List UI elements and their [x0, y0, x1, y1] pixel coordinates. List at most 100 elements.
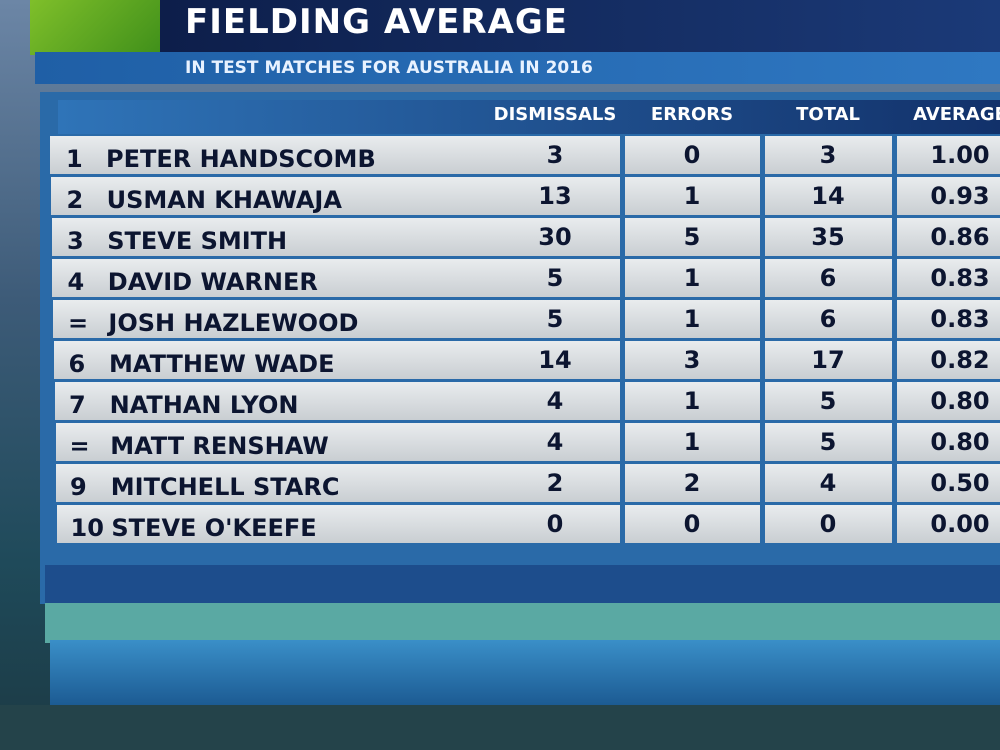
player-name: USMAN KHAWAJA — [106, 186, 342, 214]
value-cell — [625, 382, 760, 420]
title: FIELDING AVERAGE — [185, 2, 569, 42]
value-cell — [625, 464, 760, 502]
player-name: PETER HANDSCOMB — [106, 145, 376, 173]
value-cell — [897, 300, 1000, 338]
stat-value: 0.83 — [930, 264, 990, 292]
stat-value: 2 — [683, 469, 701, 497]
value-cell — [625, 341, 760, 379]
rank: 1 — [66, 145, 83, 173]
value-cell — [897, 259, 1000, 297]
value-cell — [625, 505, 760, 543]
value-cell — [765, 382, 892, 420]
stat-value: 4 — [819, 469, 837, 497]
stat-value: 6 — [819, 264, 837, 292]
value-cell — [897, 136, 1000, 174]
value-cell — [625, 300, 760, 338]
player-name: NATHAN LYON — [109, 391, 299, 419]
header-row — [58, 100, 1000, 134]
value-cell — [625, 136, 760, 174]
stat-value: 1 — [683, 264, 701, 292]
value-cell — [897, 218, 1000, 256]
name-cell — [50, 177, 620, 215]
value-cell — [625, 423, 760, 461]
value-cell — [765, 341, 892, 379]
player-name: MATTHEW WADE — [109, 350, 335, 378]
stat-value: 5 — [819, 428, 837, 456]
player-name: MITCHELL STARC — [110, 473, 340, 501]
stat-value: 3 — [683, 346, 701, 374]
name-cell — [53, 300, 620, 338]
rank: 2 — [66, 186, 84, 214]
value-cell — [765, 259, 892, 297]
rank: 6 — [68, 350, 86, 378]
footer-bar — [45, 565, 1000, 603]
stat-value: 5 — [683, 223, 701, 251]
value-cell — [625, 259, 760, 297]
value-cell — [897, 464, 1000, 502]
value-cell — [765, 177, 892, 215]
column-header: AVERAGE — [913, 104, 1000, 125]
rank: 9 — [70, 473, 87, 501]
stat-value: 2 — [546, 469, 564, 497]
stat-value: 14 — [811, 182, 845, 210]
stat-value: 0.50 — [930, 469, 990, 497]
value-cell — [897, 341, 1000, 379]
value-cell — [765, 464, 892, 502]
name-cell — [54, 341, 620, 379]
name-cell — [56, 464, 620, 502]
name-cell — [54, 382, 620, 420]
column-header: DISMISSALS — [493, 104, 617, 125]
stat-value: 30 — [538, 223, 572, 251]
name-cell — [51, 218, 620, 256]
stat-value: 0.80 — [930, 387, 990, 415]
name-cell — [55, 423, 620, 461]
stadium-stands — [0, 705, 1000, 750]
value-cell — [765, 136, 892, 174]
rank: = — [69, 432, 90, 460]
stat-value: 17 — [811, 346, 845, 374]
pitch-strip — [45, 603, 1000, 643]
stat-value: 6 — [819, 305, 837, 333]
stat-value: 0.86 — [930, 223, 990, 251]
stat-value: 1 — [683, 305, 701, 333]
value-cell — [765, 505, 892, 543]
value-cell — [625, 177, 760, 215]
stat-value: 0.00 — [930, 510, 990, 538]
stat-value: 1.00 — [930, 141, 990, 169]
lower-bar — [50, 640, 1000, 705]
value-cell — [765, 300, 892, 338]
value-cell — [897, 382, 1000, 420]
stat-value: 0.82 — [930, 346, 990, 374]
player-name: JOSH HAZLEWOOD — [108, 309, 359, 337]
rank: = — [68, 309, 89, 337]
subtitle-bar — [35, 52, 1000, 84]
value-cell — [897, 177, 1000, 215]
stat-value: 0.80 — [930, 428, 990, 456]
stat-value: 1 — [683, 182, 701, 210]
name-cell — [57, 505, 620, 543]
value-cell — [897, 423, 1000, 461]
stat-value: 3 — [546, 141, 564, 169]
stat-value: 14 — [538, 346, 572, 374]
stat-value: 35 — [811, 223, 845, 251]
title-bar — [160, 0, 1000, 52]
value-cell — [625, 218, 760, 256]
name-cell — [50, 136, 620, 174]
stat-value: 5 — [546, 305, 564, 333]
player-name: MATT RENSHAW — [110, 432, 329, 460]
rank: 4 — [67, 268, 85, 296]
stat-value: 5 — [546, 264, 564, 292]
rank: 10 — [70, 514, 104, 542]
name-cell — [52, 259, 620, 297]
stat-value: 0 — [546, 510, 564, 538]
stat-value: 13 — [538, 182, 572, 210]
player-name: STEVE O'KEEFE — [111, 514, 317, 542]
stat-value: 4 — [546, 387, 564, 415]
stat-value: 0 — [683, 141, 701, 169]
rank: 7 — [69, 391, 86, 419]
stat-value: 5 — [819, 387, 837, 415]
stat-value: 0.93 — [930, 182, 990, 210]
player-name: DAVID WARNER — [107, 268, 318, 296]
stat-value: 3 — [819, 141, 837, 169]
